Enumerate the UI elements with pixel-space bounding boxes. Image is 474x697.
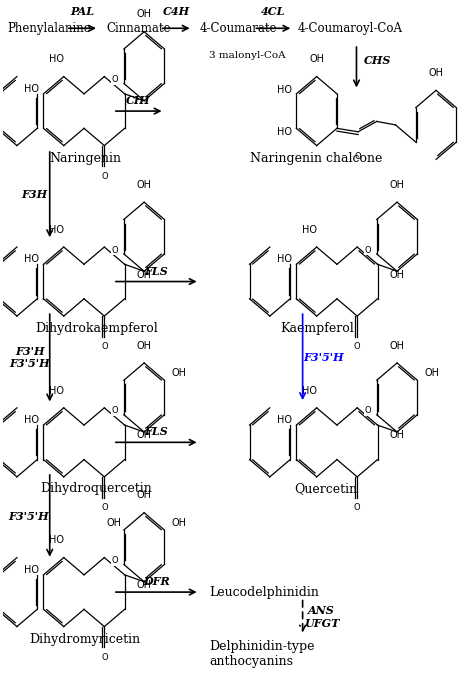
Text: F3H: F3H <box>22 189 48 200</box>
Text: HO: HO <box>24 84 39 93</box>
Text: Delphinidin-type
anthocyanins: Delphinidin-type anthocyanins <box>209 641 314 668</box>
Text: HO: HO <box>277 415 292 425</box>
Text: Phenylalanine: Phenylalanine <box>8 22 91 35</box>
Text: F3'5'H: F3'5'H <box>303 352 344 363</box>
Text: Naringenin: Naringenin <box>49 153 121 165</box>
Text: HO: HO <box>24 565 39 574</box>
Text: Leucodelphinidin: Leucodelphinidin <box>209 585 319 599</box>
Text: Dihydroquercetin: Dihydroquercetin <box>41 482 153 496</box>
Text: 4-Coumarate: 4-Coumarate <box>200 22 277 35</box>
Text: OH: OH <box>137 431 151 441</box>
Text: HO: HO <box>49 385 64 396</box>
Text: OH: OH <box>137 341 152 351</box>
Text: C4H: C4H <box>163 6 190 17</box>
Text: OH: OH <box>390 180 404 190</box>
Text: HO: HO <box>49 54 64 64</box>
Text: O: O <box>111 245 118 254</box>
Text: O: O <box>101 653 108 662</box>
Text: O: O <box>364 406 371 415</box>
Text: HO: HO <box>49 224 64 235</box>
Text: O: O <box>354 342 361 351</box>
Text: FLS: FLS <box>145 427 168 438</box>
Text: OH: OH <box>424 368 439 378</box>
Text: O: O <box>101 342 108 351</box>
Text: HO: HO <box>24 415 39 425</box>
Text: F3'5'H: F3'5'H <box>9 511 49 521</box>
Text: Dihydromyricetin: Dihydromyricetin <box>29 634 140 647</box>
Text: O: O <box>111 556 118 565</box>
Text: OH: OH <box>137 10 152 20</box>
Text: 4CL: 4CL <box>261 6 286 17</box>
Text: HO: HO <box>49 535 64 545</box>
Text: ANS
UFGT: ANS UFGT <box>304 605 339 629</box>
Text: F3'H
F3'5'H: F3'H F3'5'H <box>10 346 50 369</box>
Text: O: O <box>101 503 108 512</box>
Text: OH: OH <box>137 270 151 279</box>
Text: Kaempferol: Kaempferol <box>280 321 354 335</box>
Text: OH: OH <box>137 580 151 590</box>
Text: OH: OH <box>172 368 186 378</box>
Text: HO: HO <box>24 254 39 264</box>
Text: OH: OH <box>390 341 404 351</box>
Text: OH: OH <box>172 518 186 528</box>
Text: OH: OH <box>389 270 404 279</box>
Text: HO: HO <box>277 254 292 264</box>
Text: 4-Coumaroyl-CoA: 4-Coumaroyl-CoA <box>298 22 403 35</box>
Text: HO: HO <box>301 385 317 396</box>
Text: Quercetin: Quercetin <box>294 482 357 496</box>
Text: Cinnamate: Cinnamate <box>106 22 171 35</box>
Text: Naringenin chalcone: Naringenin chalcone <box>250 153 383 165</box>
Text: CHI: CHI <box>127 95 151 106</box>
Text: CHS: CHS <box>364 55 391 66</box>
Text: HO: HO <box>277 85 292 95</box>
Text: DFR: DFR <box>143 576 170 588</box>
Text: O: O <box>111 406 118 415</box>
Text: O: O <box>111 75 118 84</box>
Text: OH: OH <box>428 68 444 78</box>
Text: O: O <box>101 172 108 181</box>
Text: FLS: FLS <box>145 266 168 277</box>
Text: PAL: PAL <box>71 6 95 17</box>
Text: OH: OH <box>107 518 121 528</box>
Text: O: O <box>354 503 361 512</box>
Text: OH: OH <box>309 54 324 64</box>
Text: OH: OH <box>389 431 404 441</box>
Text: OH: OH <box>137 491 152 500</box>
Text: Dihydrokaempferol: Dihydrokaempferol <box>35 321 158 335</box>
Text: 3 malonyl-CoA: 3 malonyl-CoA <box>209 52 285 61</box>
Text: O: O <box>364 245 371 254</box>
Text: HO: HO <box>301 224 317 235</box>
Text: HO: HO <box>277 127 292 137</box>
Text: OH: OH <box>137 180 152 190</box>
Text: O: O <box>355 153 361 162</box>
